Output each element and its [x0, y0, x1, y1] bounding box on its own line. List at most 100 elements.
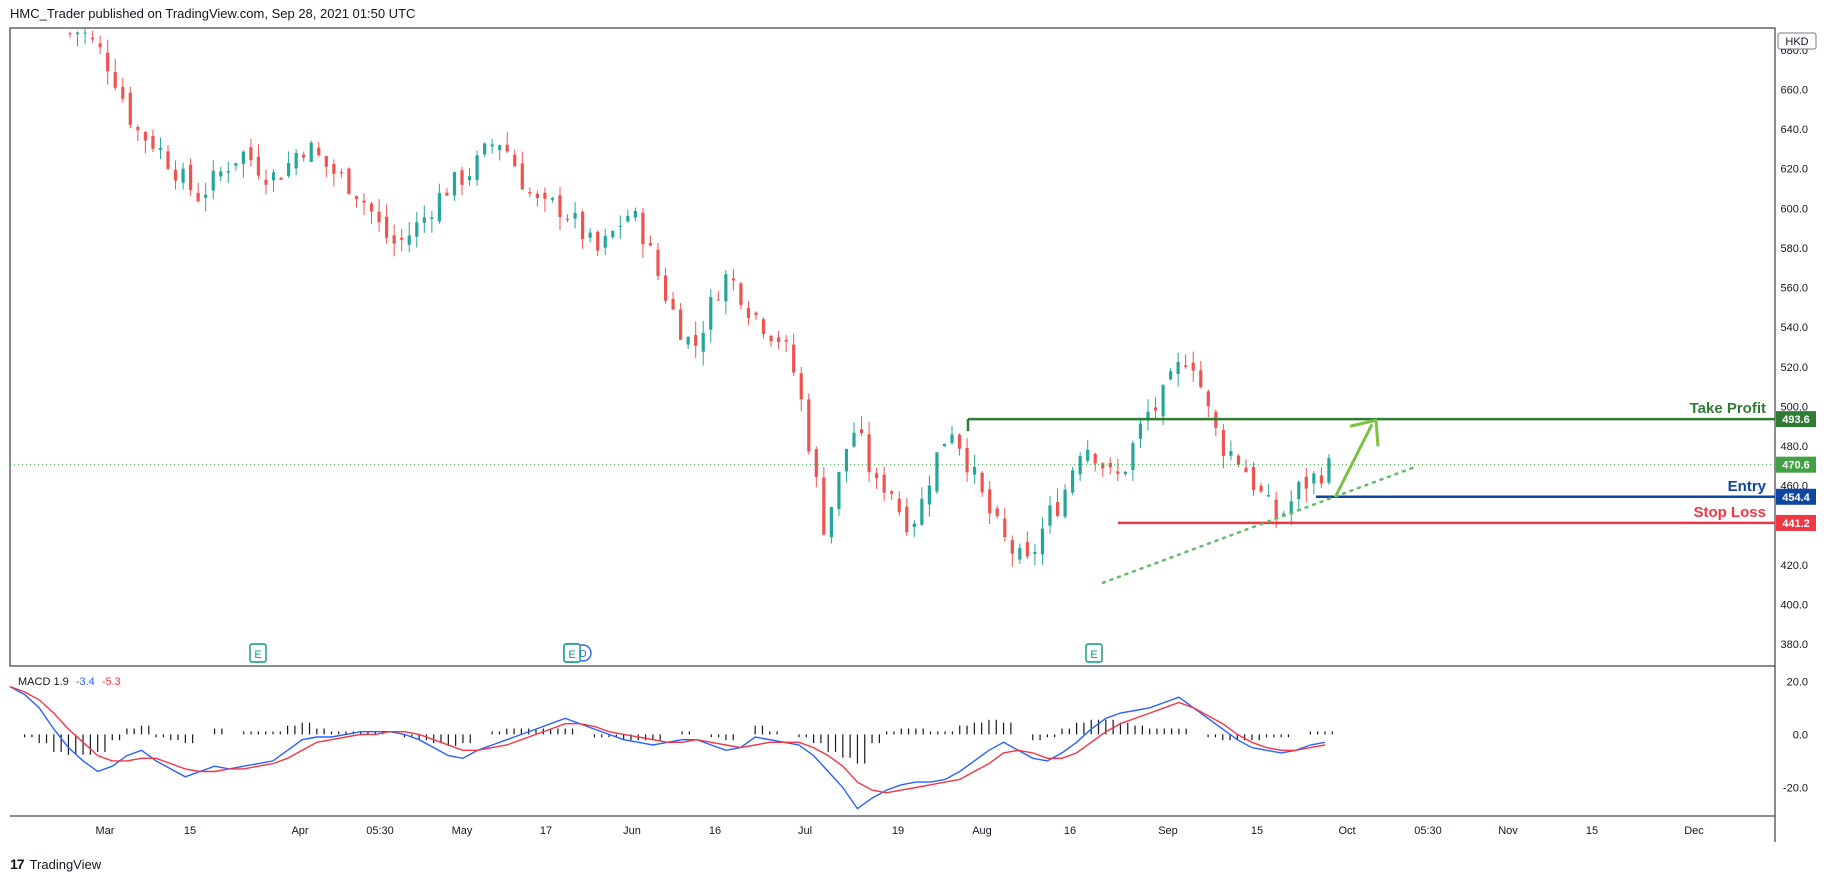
candle-body	[1176, 361, 1180, 374]
candle-body	[1055, 502, 1060, 516]
candle-body	[656, 249, 660, 276]
earnings-marker-icon	[563, 643, 581, 663]
candle-body	[882, 474, 886, 493]
level-badge	[1776, 411, 1816, 428]
candle-body	[1123, 471, 1127, 475]
candle-body	[942, 443, 947, 447]
time-tick-label: 16	[1064, 825, 1076, 837]
candle-body	[151, 135, 155, 149]
candle-body	[1025, 542, 1029, 557]
candle-body	[671, 298, 675, 310]
candle-body	[935, 452, 939, 492]
candle-body	[415, 222, 419, 237]
time-tick-label: Jun	[623, 825, 641, 837]
arrow-shaft	[1334, 423, 1374, 497]
uptrend-dotted-line	[1101, 464, 1420, 585]
candle-body	[679, 309, 683, 340]
candle-body	[1018, 547, 1022, 560]
time-tick-label: 15	[184, 825, 196, 837]
level-name: Entry	[1728, 478, 1767, 495]
candle-body	[927, 485, 931, 505]
candle-body	[724, 274, 728, 302]
candle-body	[1063, 489, 1067, 517]
candle-body	[1206, 391, 1210, 407]
earnings-marker-label: E	[1090, 649, 1097, 661]
candle-body	[739, 283, 743, 306]
candle-body	[98, 43, 102, 48]
level-name: Stop Loss	[1693, 504, 1766, 521]
candle-body	[264, 179, 268, 185]
candle-body	[1297, 481, 1301, 500]
time-axis: Mar 15 Apr 05:30 May 17 Jun 16 Jul 19 Aug 16 Sep 15 Oc…	[96, 825, 1705, 837]
footer[interactable]: 17 TradingView	[10, 856, 101, 872]
time-tick-label: 05:30	[1414, 825, 1442, 837]
price-tick-label: 600.0	[1780, 203, 1808, 215]
candle-body	[1146, 411, 1150, 421]
candle-body	[143, 132, 147, 141]
candle-body	[1003, 518, 1007, 538]
last-price-label: 470.6	[1782, 460, 1810, 472]
candle-body	[754, 312, 758, 316]
candle-body	[430, 217, 434, 219]
candle-body	[837, 472, 841, 510]
candle-body	[844, 449, 849, 472]
candle-body	[211, 170, 215, 191]
candle-body	[799, 373, 803, 400]
candle-body	[1251, 466, 1256, 491]
candle-body	[565, 218, 570, 220]
trade-levels: Take Profit 493.6 Entry 454.4 Stop Loss 441.2	[966, 400, 1816, 531]
candle-body	[890, 491, 894, 494]
candle-body	[1010, 540, 1014, 554]
candle-body	[973, 467, 977, 475]
time-tick-label: Aug	[972, 825, 992, 837]
candle-body	[68, 33, 72, 35]
candle-body	[792, 344, 796, 373]
candle-body	[701, 332, 705, 352]
candle-body	[633, 210, 637, 218]
currency-badge	[1777, 32, 1817, 50]
time-tick-label: Mar	[96, 825, 115, 837]
candle-body	[498, 145, 502, 151]
macd-tick-label: 0.0	[1793, 729, 1808, 741]
chart-header: HMC_Trader published on TradingView.com,…	[10, 6, 416, 21]
level-badge-label: 441.2	[1782, 518, 1810, 530]
candle-body	[400, 237, 404, 240]
macd-line	[9, 685, 1326, 810]
candle-body	[369, 203, 374, 212]
last-price-badge	[1776, 456, 1816, 473]
candle-body	[648, 242, 653, 246]
candle-body	[618, 225, 622, 227]
earnings-marker-icon	[1085, 643, 1103, 663]
time-tick-label: Nov	[1498, 825, 1518, 837]
candle-body	[452, 172, 457, 196]
arrow-head	[1349, 418, 1380, 447]
candle-body	[1184, 365, 1188, 367]
candle-body	[287, 163, 291, 176]
candle-body	[897, 498, 901, 513]
price-tick-label: 580.0	[1780, 243, 1808, 255]
candle-body	[995, 508, 999, 517]
candle-body	[822, 477, 826, 535]
candle-body	[354, 196, 359, 200]
price-tick-label: 660.0	[1780, 84, 1808, 96]
candle-body	[694, 334, 698, 346]
candle-body	[1131, 443, 1135, 471]
candle-body	[1040, 528, 1045, 555]
candle-body	[731, 278, 735, 281]
candle-body	[83, 32, 87, 34]
candle-body	[467, 176, 472, 181]
candle-body	[1093, 453, 1097, 464]
candle-body	[814, 449, 818, 478]
candle-body	[1153, 407, 1158, 411]
candle-body	[1244, 467, 1248, 473]
time-tick-label: Apr	[291, 825, 308, 837]
candle-body	[852, 432, 856, 447]
price-tick-label: 620.0	[1780, 164, 1808, 176]
candle-body	[75, 32, 80, 35]
candle-body	[611, 231, 615, 238]
candle-body	[241, 151, 245, 164]
earnings-marker-label: E	[568, 649, 575, 661]
candle-body	[1289, 501, 1293, 515]
candle-body	[121, 87, 125, 99]
